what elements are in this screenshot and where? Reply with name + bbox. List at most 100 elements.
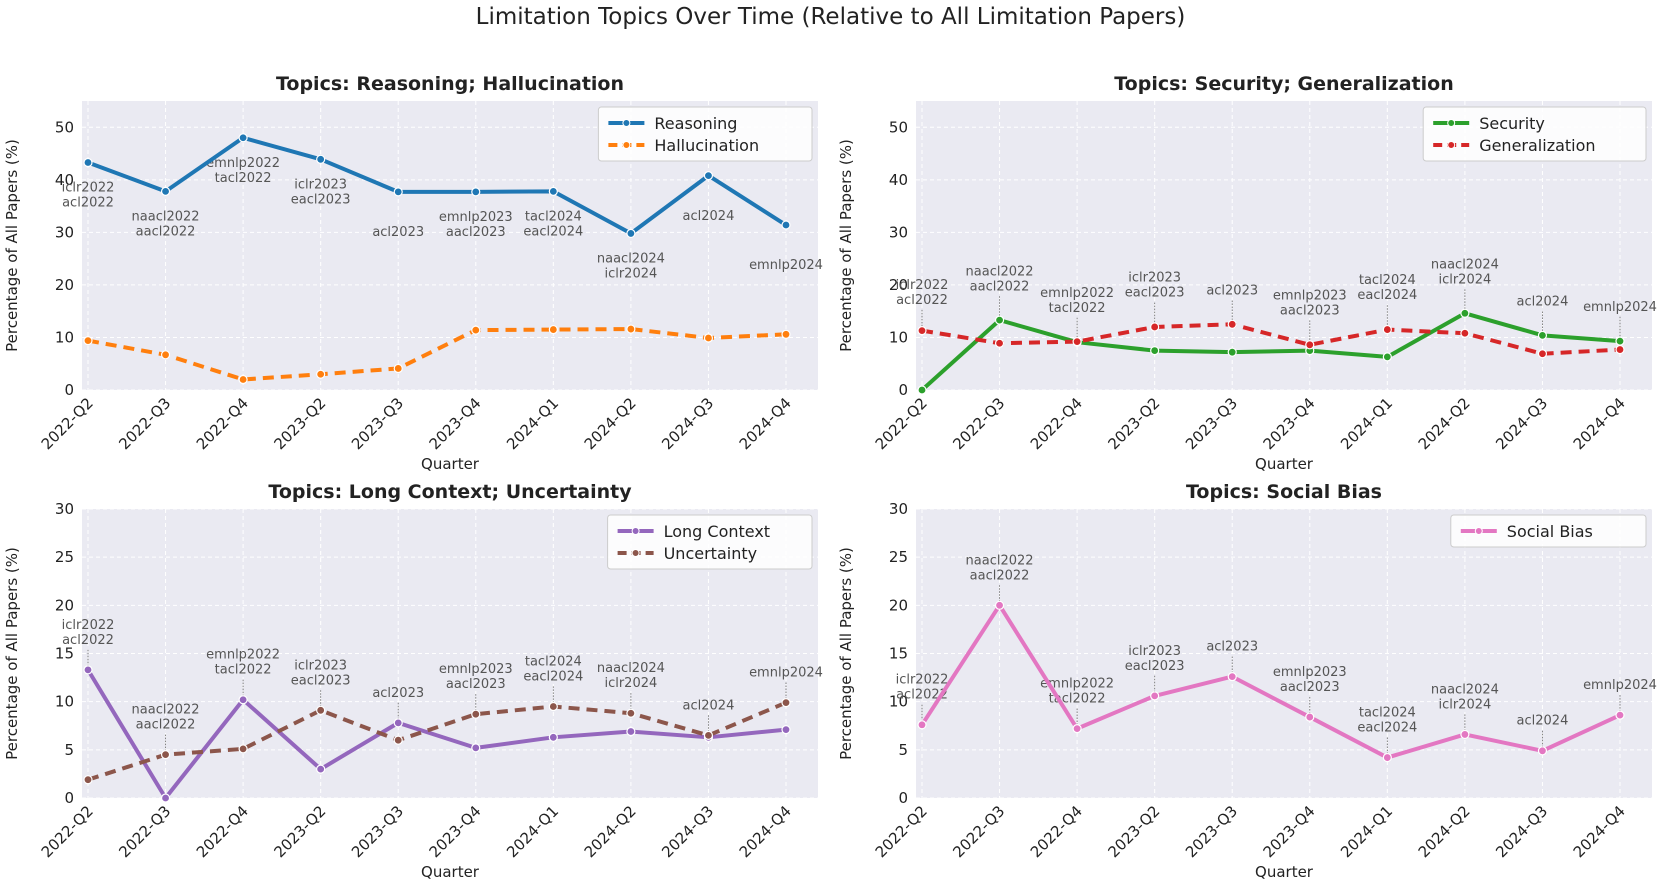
series-line-uncertainty: [87, 700, 787, 782]
chart-0-y-tick-label: 10: [55, 328, 74, 346]
data-point-security: [1227, 347, 1237, 357]
annotation-label-acl2022: acl2022: [896, 688, 948, 703]
chart-3-x-tick-label: 2024-Q2: [1415, 802, 1474, 861]
annotation-label-eacl2024: eacl2024: [523, 669, 583, 684]
annotation-label-emnlp2022: emnlp2022: [1040, 677, 1114, 692]
annotation-label-naacl2022: naacl2022: [132, 210, 200, 225]
data-point-security: [994, 315, 1005, 325]
data-point-uncertainty: [626, 708, 636, 718]
chart-2-y-tick-label: 25: [55, 548, 74, 566]
data-point-long-context: [160, 793, 171, 803]
data-point-hallucination: [548, 324, 558, 335]
annotation-label-iclr2024: iclr2024: [604, 676, 657, 691]
chart-3-x-axis-label: Quarter: [1255, 863, 1314, 881]
chart-0-y-tick-label: 30: [55, 223, 74, 241]
chart-1-y-tick-label: 0: [898, 381, 908, 399]
chart-3-x-tick-label: 2023-Q2: [1104, 802, 1163, 861]
data-point-hallucination: [238, 374, 248, 385]
chart-3-y-tick-label: 30: [889, 500, 908, 518]
data-point-reasoning: [781, 220, 791, 230]
data-point-social-bias: [1072, 724, 1082, 734]
annotation-label-emnlp2024: emnlp2024: [1583, 678, 1657, 693]
annotation-label-iclr2024: iclr2024: [1438, 272, 1491, 287]
annotation-label-emnlp2022: emnlp2022: [206, 648, 280, 663]
chart-0-y-tick-label: 0: [64, 381, 74, 399]
legend-label-security: Security: [1479, 114, 1545, 133]
series-line-hallucination: [87, 327, 787, 382]
chart-2-y-tick-label: 20: [55, 596, 74, 614]
data-point-generalization: [1150, 322, 1160, 332]
data-point-uncertainty: [83, 775, 93, 785]
chart-3-x-tick-label: 2023-Q3: [1182, 802, 1241, 861]
annotation-label-eacl2023: eacl2023: [1125, 286, 1185, 301]
data-point-hallucination: [626, 324, 636, 334]
annotation-label-acl2024: acl2024: [683, 698, 735, 713]
annotation-label-iclr2023: iclr2023: [294, 658, 347, 673]
annotation-label-aacl2022: aacl2022: [136, 225, 196, 240]
chart-3-x-tick-label: 2022-Q3: [949, 802, 1008, 861]
data-point-generalization: [1305, 340, 1315, 350]
data-point-social-bias: [917, 720, 927, 730]
chart-0-y-axis-label: Percentage of All Papers (%): [3, 139, 21, 352]
annotation-label-eacl2024: eacl2024: [1357, 288, 1417, 303]
data-point-long-context: [238, 695, 248, 705]
chart-2-y-tick-label: 5: [64, 741, 74, 759]
chart-3-y-axis-label: Percentage of All Papers (%): [837, 547, 855, 760]
chart-3-x-tick-label: 2023-Q4: [1260, 802, 1319, 861]
chart-2-x-axis-label: Quarter: [421, 863, 480, 881]
data-point-generalization: [1227, 319, 1237, 329]
chart-0-title: Topics: Reasoning; Hallucination: [276, 73, 624, 95]
data-point-reasoning: [548, 186, 558, 196]
annotation-label-aacl2023: aacl2023: [446, 225, 506, 240]
chart-3-x-tick-label: 2024-Q3: [1492, 802, 1551, 861]
annotation-label-acl2024: acl2024: [683, 209, 735, 224]
annotation-label-tacl2022: tacl2022: [1049, 301, 1106, 316]
data-point-generalization: [917, 326, 927, 336]
data-point-generalization: [1537, 349, 1548, 359]
annotation-label-emnlp2023: emnlp2023: [1273, 665, 1347, 680]
legend-label-reasoning: Reasoning: [654, 114, 737, 133]
annotation-label-acl2022: acl2022: [62, 196, 114, 211]
annotation-label-naacl2022: naacl2022: [132, 703, 200, 718]
annotation-label-iclr2023: iclr2023: [294, 178, 347, 193]
chart-0-legend: Reasoning Hallucination: [597, 106, 813, 162]
annotation-label-iclr2022: iclr2022: [62, 181, 115, 196]
data-point-uncertainty: [548, 701, 558, 712]
data-point-uncertainty: [160, 750, 171, 760]
data-point-long-context: [393, 718, 403, 728]
data-point-reasoning: [471, 187, 481, 197]
annotation-label-acl2024: acl2024: [1517, 295, 1569, 310]
annotation-label-naacl2024: naacl2024: [1431, 682, 1499, 697]
chart-2-legend: Long Context Uncertainty: [607, 514, 813, 570]
data-point-social-bias: [1227, 672, 1237, 682]
data-point-hallucination: [471, 325, 481, 335]
chart-0-y-tick-label: 20: [55, 276, 74, 294]
annotation-label-tacl2024: tacl2024: [1359, 705, 1416, 720]
data-point-uncertainty: [781, 698, 791, 708]
annotation-label-aacl2023: aacl2023: [1280, 680, 1340, 695]
annotation-label-eacl2023: eacl2023: [291, 673, 351, 688]
chart-2-legend-box: [607, 514, 813, 570]
data-point-social-bias: [1150, 691, 1160, 701]
annotation-label-iclr2022: iclr2022: [62, 618, 115, 633]
annotation-label-eacl2023: eacl2023: [291, 193, 351, 208]
annotation-label-emnlp2024: emnlp2024: [1583, 300, 1657, 315]
annotation-label-iclr2023: iclr2023: [1128, 644, 1181, 659]
data-point-long-context: [471, 743, 481, 753]
annotation-label-iclr2024: iclr2024: [1438, 697, 1491, 712]
annotation-label-tacl2022: tacl2022: [215, 663, 272, 678]
data-point-uncertainty: [393, 735, 403, 745]
data-point-long-context: [83, 665, 93, 675]
series-line-reasoning: [86, 135, 788, 236]
data-point-hallucination: [160, 350, 171, 360]
chart-3-legend: Social Bias: [1450, 514, 1647, 548]
chart-3-title: Topics: Social Bias: [1186, 481, 1382, 503]
chart-0-y-tick-label: 50: [55, 118, 74, 136]
chart-3-y-tick-label: 10: [889, 693, 908, 711]
chart-3-x-tick-label: 2022-Q2: [872, 802, 931, 861]
chart-2-y-axis-label: Percentage of All Papers (%): [3, 547, 21, 760]
chart-3-legend-box: [1450, 514, 1647, 548]
annotation-label-emnlp2023: emnlp2023: [439, 662, 513, 677]
